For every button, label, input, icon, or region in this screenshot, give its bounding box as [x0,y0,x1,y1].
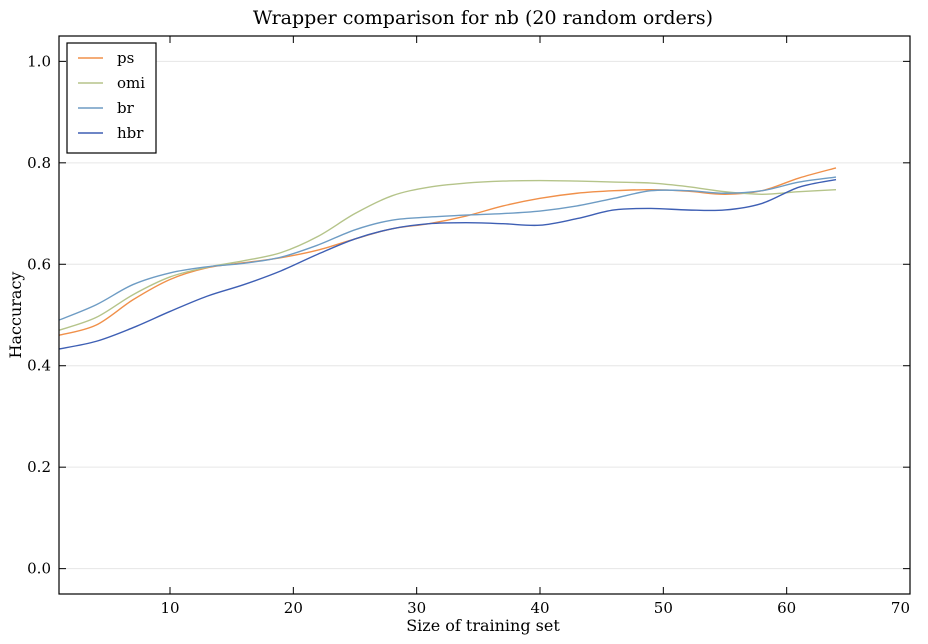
chart-title: Wrapper comparison for nb (20 random ord… [253,7,713,29]
y-tick-label: 1.0 [27,52,51,70]
grid [59,60,910,570]
y-tick-label: 0.6 [27,255,51,273]
series-line-ps [58,167,837,336]
ticks: 0.0 0.2 0.4 0.6 0.8 1.0 10 20 30 40 50 60 70 [27,36,911,617]
x-tick-label: 70 [891,599,910,617]
x-tick-label: 50 [654,599,673,617]
series-lines [58,167,837,350]
legend-label-hbr: hbr [117,124,144,142]
y-tick-label: 0.4 [27,357,51,375]
x-tick-label: 20 [284,599,303,617]
y-tick-label: 0.2 [27,458,51,476]
legend-label-omi: omi [117,74,145,92]
x-tick-label: 10 [160,599,179,617]
x-tick-label: 30 [407,599,426,617]
series-line-br [58,176,837,321]
series-line-hbr [58,178,837,350]
x-tick-label: 40 [530,599,549,617]
plot-frame [58,35,911,595]
legend-box [66,42,157,154]
y-tick-label: 0.8 [27,154,51,172]
series-line-omi [58,179,837,331]
legend-label-br: br [117,99,135,117]
x-axis-label: Size of training set [406,616,560,635]
y-axis-label: Haccuracy [6,272,25,359]
legend-label-ps: ps [117,49,134,67]
y-tick-label: 0.0 [27,560,51,578]
legend: ps omi br hbr [66,42,157,154]
x-tick-label: 60 [777,599,796,617]
